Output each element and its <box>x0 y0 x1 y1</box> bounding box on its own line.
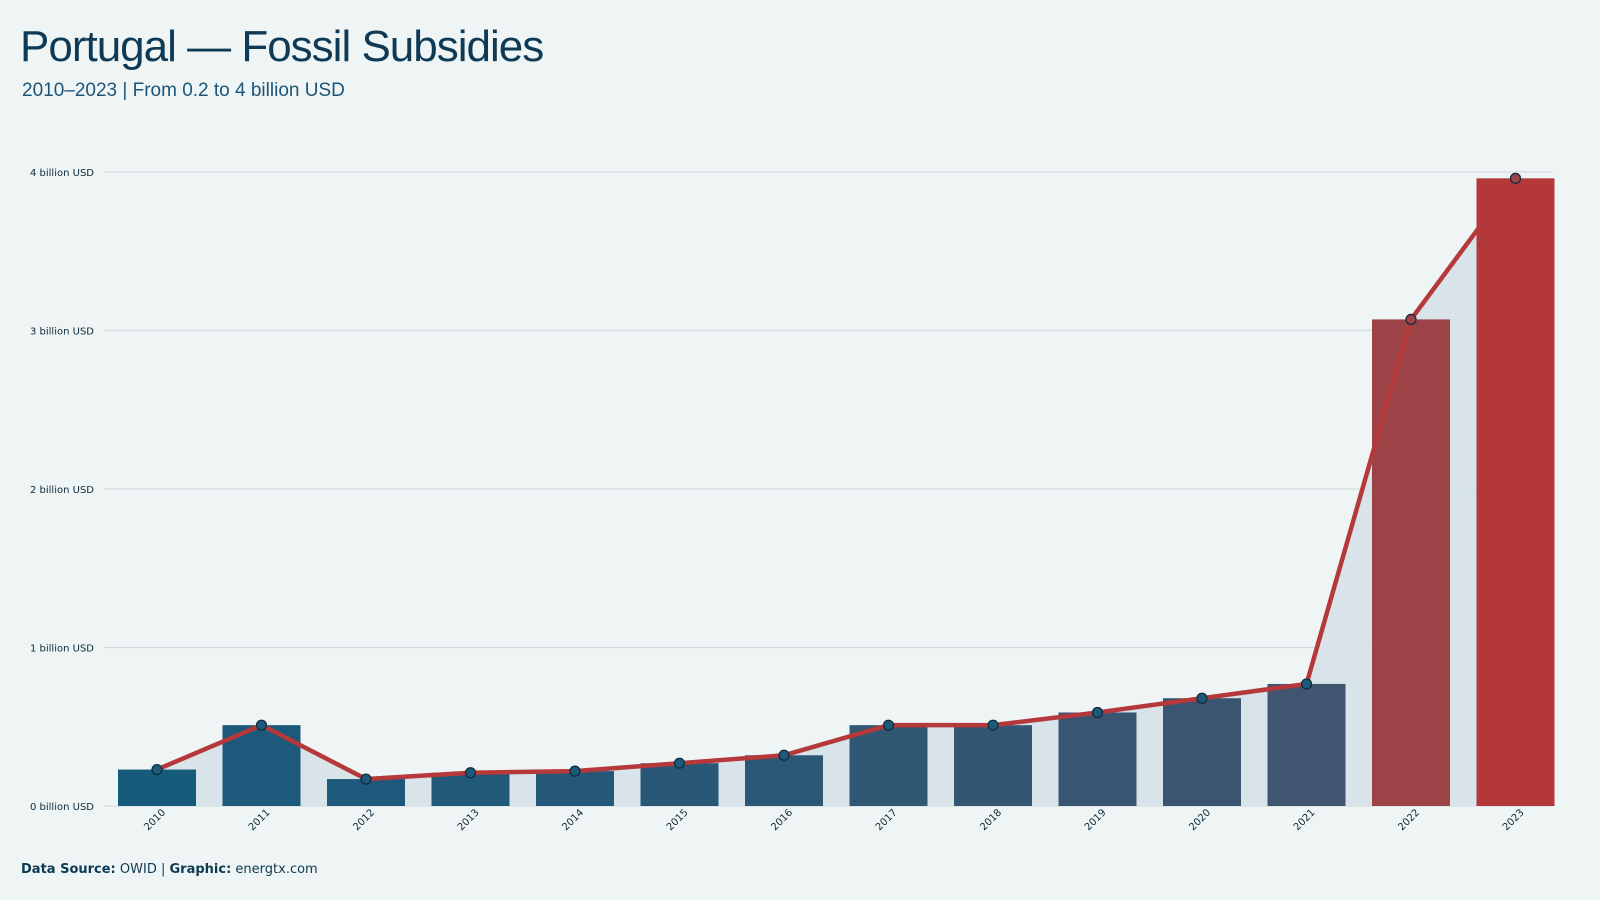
x-tick-label: 2019 <box>1083 807 1109 833</box>
data-point-2016 <box>778 749 790 761</box>
bar-2019 <box>1058 712 1137 806</box>
line-layer <box>154 176 1518 782</box>
source-label: Data Source: <box>21 862 116 877</box>
x-axis-labels: 2010 2011 2012 2013 2014 2015 2016 2017 2018 2019… <box>142 807 1526 833</box>
graphic-value: energtx.com <box>235 862 318 877</box>
data-point-2020 <box>1196 692 1208 704</box>
bar-2023 <box>1476 178 1555 807</box>
bar-2022 <box>1372 319 1450 806</box>
x-tick-label: 2018 <box>978 807 1004 833</box>
data-point-2011 <box>255 719 268 731</box>
chart-subtitle: 2010–2023 | From 0.2 to 4 billion USD <box>22 80 345 101</box>
bar-2015 <box>640 763 719 806</box>
bar-2014 <box>536 771 614 806</box>
x-tick-label: 2010 <box>142 807 168 833</box>
y-axis-labels: 0 billion USD 1 billion USD 2 billion USD 3… <box>30 168 94 813</box>
trend-line <box>154 176 1518 782</box>
y-tick-label: 0 billion USD <box>30 802 94 813</box>
bar-2010 <box>118 769 196 806</box>
y-tick-label: 3 billion USD <box>30 327 94 338</box>
data-point-2012 <box>360 773 372 785</box>
x-tick-label: 2013 <box>456 807 482 833</box>
data-point-2015 <box>673 757 686 769</box>
graphic-label: Graphic: <box>169 862 232 877</box>
bar-2018 <box>954 725 1032 806</box>
data-point-2013 <box>464 767 477 779</box>
x-tick-label: 2015 <box>665 807 691 833</box>
x-tick-label: 2017 <box>874 807 900 833</box>
data-point-2014 <box>569 765 581 777</box>
x-tick-label: 2014 <box>560 807 586 833</box>
data-point-2019 <box>1091 706 1104 719</box>
y-tick-label: 1 billion USD <box>30 644 94 655</box>
y-tick-label: 4 billion USD <box>30 168 94 179</box>
x-tick-label: 2016 <box>769 807 795 833</box>
x-tick-label: 2023 <box>1501 807 1527 833</box>
y-tick-label: 2 billion USD <box>30 485 94 496</box>
bar-2020 <box>1163 698 1241 806</box>
bar-2021 <box>1267 683 1346 806</box>
bar-2016 <box>745 755 823 806</box>
x-tick-label: 2021 <box>1292 807 1318 833</box>
data-point-2017 <box>882 719 895 731</box>
bar-2017 <box>849 725 928 806</box>
x-tick-label: 2020 <box>1187 807 1213 833</box>
x-tick-label: 2011 <box>247 807 273 833</box>
source-value: OWID | <box>119 862 166 877</box>
data-point-2022 <box>1405 313 1417 326</box>
x-tick-label: 2022 <box>1396 807 1422 833</box>
data-point-2023 <box>1509 172 1522 184</box>
point-layer <box>151 172 1522 785</box>
chart-title: Portugal — Fossil Subsidies <box>20 22 544 71</box>
data-point-2010 <box>151 763 163 776</box>
data-point-2018 <box>987 719 999 731</box>
footer-credits: Data Source: OWID | Graphic: energtx.com <box>21 862 318 877</box>
data-point-2021 <box>1300 678 1313 690</box>
x-tick-label: 2012 <box>351 807 377 833</box>
bar-layer <box>118 178 1555 807</box>
